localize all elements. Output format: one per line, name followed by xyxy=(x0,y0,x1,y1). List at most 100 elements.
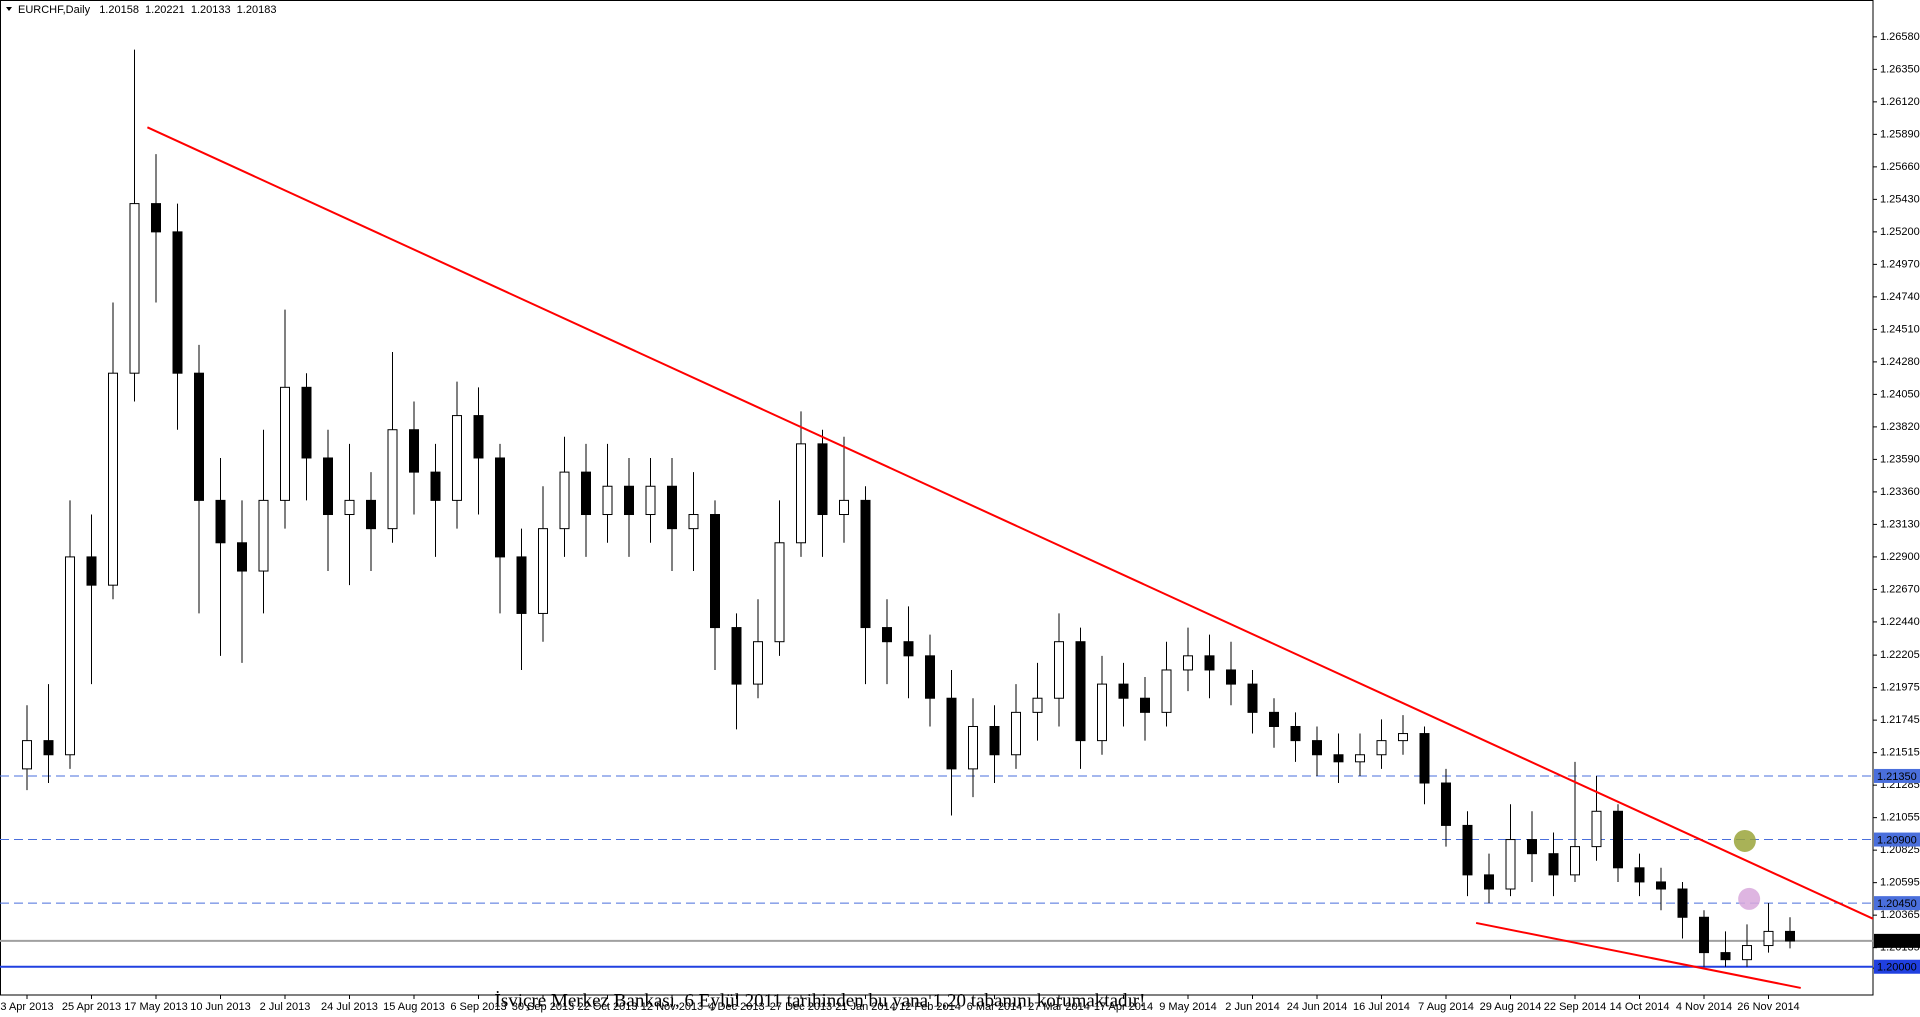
candle-body xyxy=(108,372,118,586)
menu-arrow[interactable] xyxy=(6,7,12,11)
candle-body xyxy=(1054,641,1064,699)
price-level-label: 1.20183 xyxy=(1877,936,1917,948)
candle-body xyxy=(237,542,247,572)
candle-body xyxy=(860,499,871,629)
candle-body xyxy=(903,641,914,657)
candle-body xyxy=(323,457,333,516)
candle-body xyxy=(43,740,54,756)
candle-body xyxy=(1699,916,1709,954)
x-tick-label: 27 Dec 2013 xyxy=(770,1001,832,1013)
candle-body xyxy=(989,725,1000,756)
candle-body xyxy=(882,627,892,643)
marker xyxy=(1733,829,1756,852)
x-tick-label: 6 Mar 2014 xyxy=(967,1001,1023,1013)
x-tick-label: 24 Jun 2014 xyxy=(1287,1001,1348,1013)
x-tick-label: 17 Apr 2014 xyxy=(1094,1001,1153,1013)
candle-body xyxy=(1032,697,1043,713)
candle-body xyxy=(624,485,634,516)
candle-body xyxy=(344,499,355,516)
y-tick-label: 1.23130 xyxy=(1880,518,1920,530)
x-tick-label: 7 Aug 2014 xyxy=(1418,1001,1474,1013)
x-tick-label: 2 Jul 2013 xyxy=(260,1001,311,1013)
candle-body xyxy=(86,556,97,586)
candle-body xyxy=(1763,930,1774,947)
candle-body xyxy=(1333,754,1344,763)
y-tick-label: 1.22900 xyxy=(1880,551,1920,563)
candle-body xyxy=(1269,711,1279,727)
y-tick-label: 1.26120 xyxy=(1880,96,1920,108)
y-tick-label: 1.24970 xyxy=(1880,258,1920,270)
candle-body xyxy=(280,386,290,501)
candle-body xyxy=(409,429,419,473)
plot-frame xyxy=(0,0,1874,996)
trend-line xyxy=(146,126,1873,920)
y-tick-label: 1.26580 xyxy=(1880,31,1920,43)
x-tick-label: 21 Jan 2014 xyxy=(835,1001,896,1013)
x-tick-label: 2 Jun 2014 xyxy=(1225,1001,1279,1013)
y-tick-label: 1.20825 xyxy=(1880,844,1920,856)
x-tick-label: 25 Apr 2013 xyxy=(62,1001,121,1013)
candle-body xyxy=(1505,839,1516,890)
price-level-box xyxy=(1874,832,1920,847)
candle-body xyxy=(1484,874,1494,890)
price-level-label: 1.20450 xyxy=(1877,898,1917,910)
candle-body xyxy=(151,203,161,233)
candle-body xyxy=(688,514,699,530)
candle-body xyxy=(1140,697,1150,713)
x-tick-label: 4 Dec 2013 xyxy=(708,1001,764,1013)
y-tick-label: 1.21745 xyxy=(1880,714,1920,726)
marker xyxy=(1738,887,1761,910)
symbol: EURCHF,Daily xyxy=(18,4,91,16)
trend-line xyxy=(1475,921,1801,989)
candle-body xyxy=(1097,683,1107,742)
y-tick-label: 1.23590 xyxy=(1880,453,1920,465)
candle-body xyxy=(366,499,376,530)
x-tick-label: 24 Jul 2013 xyxy=(321,1001,378,1013)
candle-body xyxy=(1677,888,1688,918)
candle-body xyxy=(430,471,441,501)
candle-body xyxy=(1613,810,1623,869)
candle-body xyxy=(753,641,763,685)
candle-body xyxy=(559,471,570,530)
candle-body xyxy=(1742,945,1752,961)
y-tick-label: 1.22440 xyxy=(1880,616,1920,628)
ohlc-high: 1.20221 xyxy=(145,4,185,16)
candle-body xyxy=(22,740,32,770)
plot xyxy=(0,49,1873,989)
x-tick-label: 12 Nov 2013 xyxy=(641,1001,703,1013)
x-tick-label: 12 Feb 2014 xyxy=(899,1001,961,1013)
candle-body xyxy=(1183,655,1193,671)
candle-body xyxy=(1656,881,1666,890)
price-level-box xyxy=(1874,933,1920,948)
y-tick-label: 1.21975 xyxy=(1880,682,1920,694)
y-tick-label: 1.23360 xyxy=(1880,486,1920,498)
candle-body xyxy=(1548,853,1559,876)
candle-body xyxy=(710,514,720,629)
x-tick-label: 14 Oct 2014 xyxy=(1610,1001,1670,1013)
candle-body xyxy=(65,556,75,756)
candle-body xyxy=(1591,810,1602,848)
candle-body xyxy=(839,499,849,516)
ohlc-open: 1.20158 xyxy=(99,4,139,16)
candle-body xyxy=(774,542,785,643)
candle-body xyxy=(1312,740,1322,756)
y-tick-label: 1.26350 xyxy=(1880,63,1920,75)
chart-header: EURCHF,Daily 1.20158 1.20221 1.20133 1.2… xyxy=(18,4,276,16)
candle-body xyxy=(1290,725,1301,742)
y-tick-label: 1.21515 xyxy=(1880,747,1920,759)
x-tick-label: 26 Nov 2014 xyxy=(1737,1001,1799,1013)
candle-body xyxy=(731,627,742,685)
y-tick-label: 1.25660 xyxy=(1880,161,1920,173)
x-tick-label: 30 Sep 2013 xyxy=(512,1001,574,1013)
y-tick-label: 1.22670 xyxy=(1880,583,1920,595)
y-tick-label: 1.24510 xyxy=(1880,323,1920,335)
price-level-box xyxy=(1874,896,1920,911)
y-tick-label: 1.25890 xyxy=(1880,128,1920,140)
x-tick-label: 10 Jun 2013 xyxy=(190,1001,251,1013)
candle-body xyxy=(194,372,204,501)
candle-body xyxy=(301,386,312,459)
candle-body xyxy=(925,655,935,699)
ohlc-close: 1.20183 xyxy=(237,4,277,16)
candle-body xyxy=(1570,846,1580,876)
